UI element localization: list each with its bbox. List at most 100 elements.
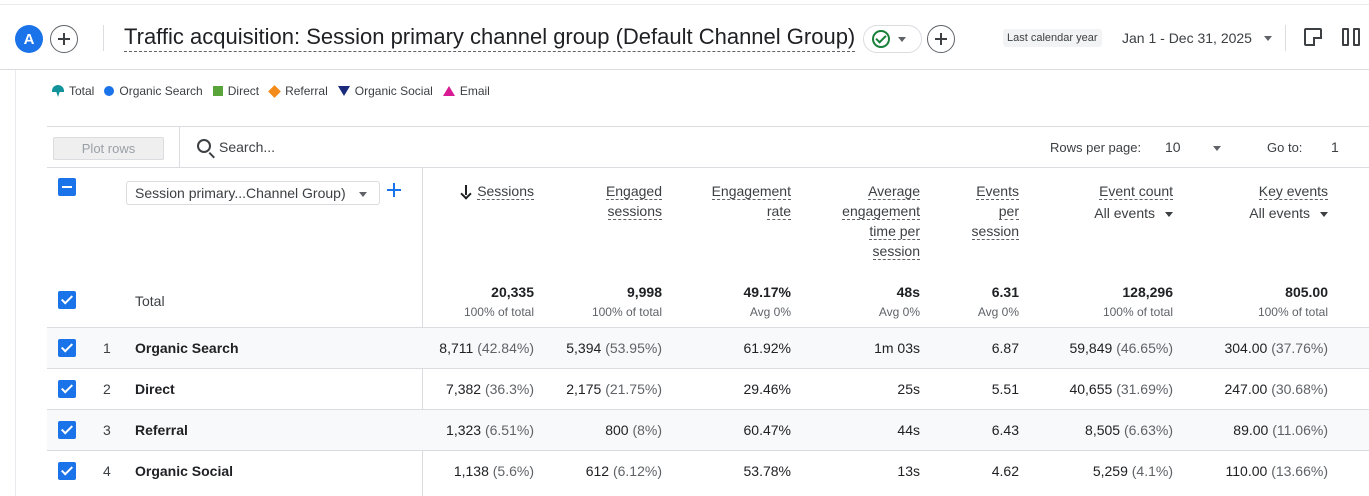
row-checkbox[interactable]: [58, 462, 76, 480]
plot-rows-button[interactable]: Plot rows: [53, 137, 164, 160]
cell-sessions: 1,323 (6.51%): [446, 422, 534, 438]
column-header-label: Engaged: [605, 183, 662, 200]
total-key-events: 805.00 100% of total: [1257, 284, 1328, 319]
top-divider: [0, 4, 1369, 5]
row-dimension-value[interactable]: Direct: [135, 381, 175, 397]
column-header-average-engagement-time[interactable]: Average engagement time per session: [842, 181, 920, 261]
sort-descending-icon: [461, 185, 471, 197]
legend-item-email[interactable]: Email: [442, 84, 490, 98]
table-row[interactable]: 2 Direct 7,382 (36.3%) 2,175 (21.75%) 29…: [47, 368, 1369, 409]
dimension-select[interactable]: Session primary...Channel Group): [126, 181, 380, 205]
event-filter-select[interactable]: All events: [1094, 203, 1173, 223]
report-status-chip[interactable]: [863, 25, 922, 53]
header-divider: [103, 25, 104, 51]
cell-engaged-sessions: 612 (6.12%): [585, 463, 662, 479]
column-header-label: Events: [976, 183, 1019, 200]
left-gutter-line: [15, 70, 16, 496]
legend-item-referral[interactable]: Referral: [268, 84, 328, 98]
legend-label: Organic Social: [354, 84, 433, 98]
cell-event-count: 40,655 (31.69%): [1069, 381, 1173, 397]
chart-legend: Total Organic Search Direct Referral Org…: [52, 84, 490, 98]
column-header-label: time per: [869, 223, 920, 240]
circle-icon: [104, 86, 115, 96]
chevron-down-icon[interactable]: [1213, 146, 1221, 151]
property-avatar[interactable]: A: [15, 25, 43, 53]
row-checkbox[interactable]: [58, 421, 76, 439]
row-dimension-value[interactable]: Organic Search: [135, 340, 239, 356]
row-checkbox[interactable]: [58, 339, 76, 357]
toolbar-divider: [47, 167, 1369, 168]
column-header-engagement-rate[interactable]: Engagement rate: [711, 181, 791, 221]
chevron-down-icon: [898, 36, 906, 42]
key-event-filter-select[interactable]: All events: [1249, 203, 1328, 223]
row-index: 1: [103, 340, 111, 356]
column-header-label: sessions: [607, 203, 662, 220]
cell-key-events: 247.00 (30.68%): [1224, 381, 1328, 397]
column-header-label: Engagement: [711, 183, 791, 200]
data-table: Plot rows Rows per page: 10 Go to: 1 Ses…: [47, 126, 1369, 496]
compare-columns-icon[interactable]: [1342, 28, 1362, 46]
column-header-label: Average: [868, 183, 920, 200]
column-header-label: session: [872, 243, 920, 260]
add-report-button[interactable]: [927, 25, 955, 53]
column-header-event-count[interactable]: Event count All events: [1094, 181, 1173, 223]
plus-icon: [58, 33, 70, 45]
totals-checkbox[interactable]: [58, 291, 76, 309]
key-event-filter-label: All events: [1249, 205, 1310, 221]
search-icon: [197, 139, 211, 153]
cell-events-per-session: 5.51: [991, 381, 1019, 397]
table-row[interactable]: 3 Referral 1,323 (6.51%) 800 (8%) 60.47%…: [47, 409, 1369, 450]
total-engaged-sessions: 9,998 100% of total: [591, 284, 662, 319]
cell-sessions: 7,382 (36.3%): [446, 381, 534, 397]
cell-avg-engagement-time: 13s: [897, 463, 920, 479]
column-header-engaged-sessions[interactable]: Engaged sessions: [605, 181, 662, 221]
legend-item-total[interactable]: Total: [52, 84, 94, 98]
table-row[interactable]: 1 Organic Search 8,711 (42.84%) 5,394 (5…: [47, 327, 1369, 368]
triangle-up-icon: [442, 86, 455, 96]
event-filter-label: All events: [1094, 205, 1155, 221]
chevron-down-icon: [359, 192, 367, 197]
legend-item-organic-search[interactable]: Organic Search: [104, 84, 203, 98]
cell-engagement-rate: 29.46%: [743, 381, 791, 397]
cell-key-events: 110.00 (13.66%): [1225, 463, 1328, 479]
diamond-icon: [268, 84, 281, 98]
legend-label: Direct: [227, 84, 260, 98]
cell-engaged-sessions: 800 (8%): [605, 422, 662, 438]
cell-events-per-session: 6.87: [991, 340, 1019, 356]
rows-per-page-select[interactable]: 10: [1165, 139, 1181, 155]
column-header-label: Event count: [1099, 183, 1173, 200]
row-checkbox[interactable]: [58, 380, 76, 398]
column-header-key-events[interactable]: Key events All events: [1249, 181, 1328, 223]
row-dimension-value[interactable]: Organic Social: [135, 463, 234, 479]
column-header-sessions[interactable]: Sessions: [461, 181, 534, 201]
chevron-down-icon[interactable]: [1264, 36, 1272, 41]
legend-label: Email: [459, 84, 490, 98]
chevron-down-icon: [1320, 211, 1328, 217]
column-header-label: rate: [766, 203, 791, 220]
table-row[interactable]: 4 Organic Social 1,138 (5.6%) 612 (6.12%…: [47, 450, 1369, 491]
cell-event-count: 59,849 (46.65%): [1069, 340, 1173, 356]
go-to-input[interactable]: 1: [1331, 139, 1339, 155]
check-circle-icon: [872, 30, 890, 48]
column-header-events-per-session[interactable]: Events per session: [971, 181, 1019, 241]
total-engagement-rate: 49.17% Avg 0%: [743, 284, 791, 319]
add-dimension-button[interactable]: [387, 183, 401, 197]
select-all-checkbox[interactable]: [58, 178, 76, 196]
cell-engagement-rate: 53.78%: [743, 463, 791, 479]
legend-item-direct[interactable]: Direct: [212, 84, 260, 98]
column-header-label: Sessions: [477, 183, 534, 200]
row-dimension-value[interactable]: Referral: [135, 422, 188, 438]
add-comparison-button[interactable]: [50, 25, 78, 53]
legend-item-organic-social[interactable]: Organic Social: [337, 84, 433, 98]
page-title: Traffic acquisition: Session primary cha…: [124, 23, 856, 52]
cell-event-count: 8,505 (6.63%): [1085, 422, 1173, 438]
date-range-picker[interactable]: Jan 1 - Dec 31, 2025: [1122, 30, 1252, 46]
search-input[interactable]: [219, 137, 519, 157]
annotation-icon[interactable]: [1304, 28, 1322, 46]
cell-engagement-rate: 61.92%: [743, 340, 791, 356]
cell-key-events: 89.00 (11.06%): [1233, 422, 1328, 438]
column-header-label: per: [998, 203, 1019, 220]
teal-pin-icon: [52, 85, 64, 97]
column-header-label: session: [971, 223, 1019, 240]
cell-sessions: 1,138 (5.6%): [453, 463, 534, 479]
